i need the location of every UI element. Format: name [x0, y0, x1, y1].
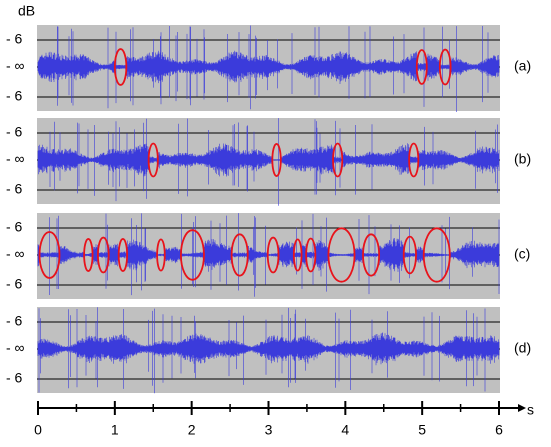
- highlight: [266, 236, 280, 274]
- highlight: [271, 143, 282, 177]
- waveform: [37, 307, 500, 394]
- level-label: - 6: [6, 124, 23, 140]
- level-label: - 6: [6, 313, 23, 329]
- highlight: [305, 237, 317, 273]
- highlight: [97, 236, 110, 274]
- x-axis-arrow: [518, 404, 526, 412]
- waveform: [37, 25, 500, 112]
- highlight: [156, 238, 166, 272]
- x-tick-label: 1: [111, 422, 119, 438]
- panel-label: (a): [514, 58, 531, 74]
- highlight: [415, 49, 428, 85]
- x-tick-label: 4: [341, 422, 349, 438]
- highlight: [292, 238, 303, 272]
- highlight: [332, 142, 344, 178]
- panel-label: (d): [514, 340, 531, 356]
- level-label: - ∞: [6, 246, 25, 262]
- panel-label: (c): [514, 246, 530, 262]
- x-unit: s: [527, 402, 534, 418]
- level-label: - 6: [6, 88, 23, 104]
- highlight: [402, 235, 417, 275]
- highlight: [422, 227, 451, 283]
- x-tick-label: 3: [265, 422, 273, 438]
- highlight: [117, 238, 129, 272]
- highlight: [113, 48, 128, 86]
- highlight: [362, 233, 381, 277]
- highlight: [38, 231, 61, 279]
- level-label: - 6: [6, 219, 23, 235]
- x-tick-label: 6: [495, 422, 503, 438]
- x-tick-label: 2: [188, 422, 196, 438]
- level-label: - ∞: [6, 340, 25, 356]
- highlight: [438, 48, 452, 86]
- level-label: - ∞: [6, 58, 25, 74]
- highlight: [83, 238, 94, 272]
- level-label: - 6: [6, 181, 23, 197]
- highlight: [327, 227, 356, 283]
- y-unit: dB: [18, 3, 35, 19]
- x-tick-label: 0: [34, 422, 42, 438]
- panel-label: (b): [514, 151, 531, 167]
- highlight: [180, 229, 205, 281]
- level-label: - 6: [6, 276, 23, 292]
- x-tick-label: 5: [418, 422, 426, 438]
- highlight: [230, 233, 249, 277]
- highlight: [408, 142, 420, 178]
- waveform: [37, 118, 500, 206]
- level-label: - 6: [6, 370, 23, 386]
- level-label: - 6: [6, 31, 23, 47]
- highlight: [147, 142, 159, 178]
- level-label: - ∞: [6, 151, 25, 167]
